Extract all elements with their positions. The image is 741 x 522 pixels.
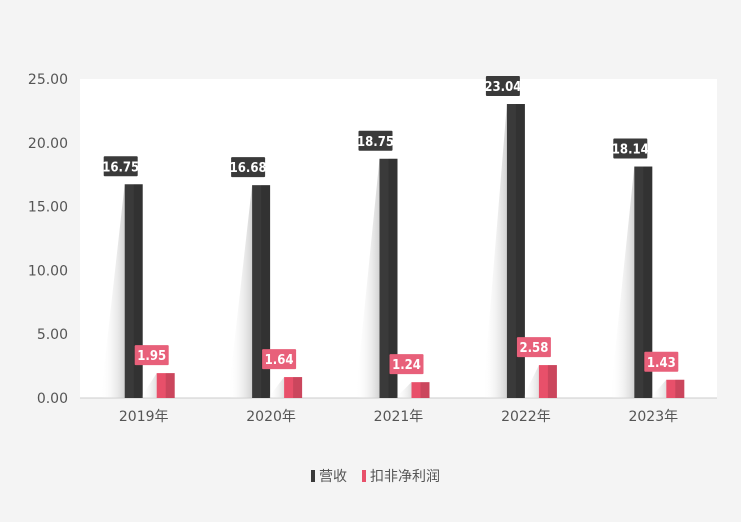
profit-data-label-bg bbox=[134, 345, 169, 366]
profit-bar-shadow bbox=[140, 373, 157, 398]
x-tick-label: 2021年 bbox=[374, 409, 424, 425]
bars: 16.75 16.68 18.75 23.04 18.14 1.95 1.64 1.24 2.5… bbox=[100, 76, 685, 399]
y-tick-label: 5.00 bbox=[37, 327, 68, 343]
revenue-bar-shadow bbox=[228, 185, 253, 398]
profit-bar-shadow bbox=[522, 365, 539, 398]
revenue-data-label: 23.04 bbox=[484, 80, 521, 95]
plot-area bbox=[80, 79, 717, 398]
revenue-bar-shadow bbox=[482, 104, 507, 399]
profit-bar bbox=[156, 373, 175, 398]
profit-bar-shade bbox=[675, 379, 685, 398]
y-tick-label: 10.00 bbox=[28, 263, 68, 279]
profit-data-label: 1.95 bbox=[137, 349, 166, 364]
profit-bar bbox=[284, 377, 303, 398]
profit-bar-shadow bbox=[268, 377, 285, 398]
revenue-data-label: 18.75 bbox=[357, 135, 394, 150]
revenue-bar-shadow bbox=[100, 184, 125, 398]
profit-bar bbox=[411, 382, 430, 398]
x-tick-label: 2023年 bbox=[628, 409, 678, 425]
legend-swatch-revenue bbox=[311, 470, 315, 482]
revenue-bar bbox=[634, 166, 653, 398]
revenue-data-label-bg bbox=[103, 156, 138, 177]
revenue-bar bbox=[252, 185, 271, 398]
y-tick-label: 15.00 bbox=[28, 200, 68, 216]
revenue-data-label-bg bbox=[358, 130, 393, 151]
revenue-data-label: 16.75 bbox=[102, 160, 139, 175]
revenue-data-label-bg bbox=[613, 138, 648, 159]
revenue-bar-shade bbox=[261, 185, 271, 398]
revenue-bar-shade bbox=[643, 166, 653, 398]
legend-label-profit: 扣非净利润 bbox=[370, 469, 440, 485]
x-axis-labels: 2019年 2020年 2021年 2022年 2023年 bbox=[119, 409, 678, 425]
x-tick-label: 2022年 bbox=[501, 409, 551, 425]
revenue-data-label-bg bbox=[231, 157, 266, 178]
profit-bar-shadow bbox=[395, 382, 412, 398]
legend: 营收 扣非净利润 bbox=[311, 469, 440, 485]
profit-data-label-bg bbox=[262, 349, 297, 370]
profit-bar-shade bbox=[165, 373, 175, 398]
legend-swatch-profit bbox=[362, 470, 366, 482]
revenue-bar-shadow bbox=[610, 166, 635, 398]
profit-bar-shade bbox=[293, 377, 303, 398]
profit-bar-shade bbox=[420, 382, 430, 398]
profit-data-label: 1.64 bbox=[265, 353, 294, 368]
revenue-bar bbox=[124, 184, 143, 398]
y-tick-label: 20.00 bbox=[28, 136, 68, 152]
y-tick-label: 0.00 bbox=[37, 391, 68, 407]
profit-data-label: 1.43 bbox=[647, 356, 676, 371]
legend-label-revenue: 营收 bbox=[319, 469, 347, 485]
y-tick-label: 25.00 bbox=[28, 72, 68, 88]
profit-bar bbox=[538, 365, 557, 398]
revenue-bar-shadow bbox=[355, 158, 380, 398]
profit-data-label-bg bbox=[644, 351, 679, 372]
revenue-bar-shade bbox=[515, 104, 525, 399]
y-axis: 0.00 5.00 10.00 15.00 20.00 25.00 bbox=[28, 72, 68, 407]
profit-bar-shadow bbox=[650, 379, 667, 398]
revenue-bar bbox=[506, 104, 525, 399]
revenue-data-label: 18.14 bbox=[612, 143, 649, 158]
profit-bar-shade bbox=[547, 365, 557, 398]
profit-bar bbox=[666, 379, 685, 398]
revenue-data-label: 16.68 bbox=[230, 161, 267, 176]
revenue-bar bbox=[379, 158, 398, 398]
profit-data-label-bg bbox=[516, 337, 551, 358]
revenue-bar-shade bbox=[388, 158, 398, 398]
profit-data-label: 1.24 bbox=[392, 358, 421, 373]
x-tick-label: 2019年 bbox=[119, 409, 169, 425]
profit-data-label-bg bbox=[389, 354, 424, 375]
x-tick-label: 2020年 bbox=[246, 409, 296, 425]
revenue-bar-shade bbox=[133, 184, 143, 398]
revenue-data-label-bg bbox=[485, 76, 520, 97]
profit-data-label: 2.58 bbox=[519, 341, 548, 356]
